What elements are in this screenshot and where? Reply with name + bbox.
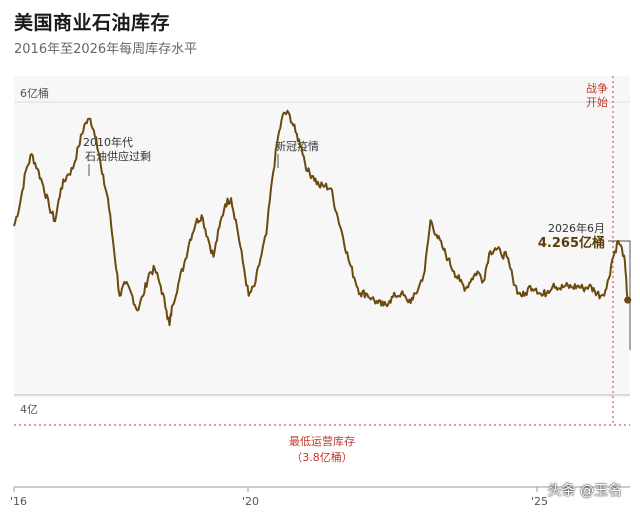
- glut-label-1: 2010年代: [83, 135, 133, 149]
- x-tick-label-16: '16: [10, 495, 27, 508]
- glut-label-2: 石油供应过剩: [85, 149, 151, 163]
- plot-background: [14, 76, 630, 398]
- y-tick-label-4: 4亿: [20, 403, 38, 416]
- x-tick-label-20: '20: [242, 495, 259, 508]
- series-line-inventory: [13, 109, 629, 327]
- covid-label: 新冠疫情: [275, 139, 319, 153]
- y-tick-label-6: 6亿桶: [20, 86, 49, 100]
- war-label-2: 开始: [586, 95, 608, 109]
- watermark: 头条 @玉名: [547, 483, 622, 499]
- latest-point-marker: [624, 296, 632, 304]
- page-title: 美国商业石油库存: [14, 12, 171, 34]
- latest-value-label: 4.265亿桶: [538, 235, 605, 251]
- latest-leader: [608, 240, 631, 350]
- latest-date-label: 2026年6月: [548, 221, 605, 235]
- min-inventory-value: （3.8亿桶）: [291, 450, 353, 464]
- min-inventory-label: 最低运营库存: [289, 434, 355, 448]
- page-subtitle: 2016年至2026年每周库存水平: [14, 42, 198, 57]
- x-tick-label-25: '25: [531, 495, 548, 508]
- war-label-1: 战争: [586, 81, 608, 95]
